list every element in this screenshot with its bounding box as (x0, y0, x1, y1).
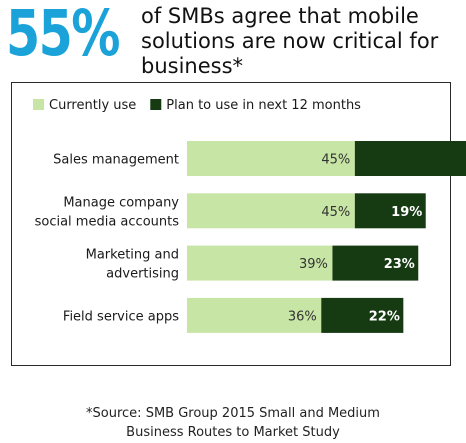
category-label: advertising (106, 267, 179, 282)
bar (354, 141, 466, 176)
category-label: Marketing and (86, 248, 179, 263)
source-note: *Source: SMB Group 2015 Small and Medium… (0, 404, 466, 442)
chart-frame (11, 82, 451, 366)
headline-line: solutions are now critical for (141, 29, 439, 53)
data-label: 45% (321, 205, 350, 220)
headline-statement: of SMBs agree that mobile solutions are … (141, 4, 461, 79)
source-line: Business Routes to Market Study (126, 425, 340, 440)
headline-line: of SMBs agree that mobile (141, 4, 419, 28)
legend-swatch (150, 99, 162, 110)
data-label: 39% (299, 257, 328, 272)
legend-swatch (33, 99, 44, 110)
data-label: 23% (384, 257, 415, 272)
legend-label: Currently use (49, 98, 136, 113)
legend-label: Plan to use in next 12 months (166, 98, 361, 113)
data-label: 36% (288, 309, 317, 324)
bar (187, 245, 333, 281)
data-label: 22% (369, 309, 400, 324)
bar (187, 297, 322, 333)
bar (332, 245, 419, 281)
category-label: social media accounts (35, 214, 180, 229)
category-label: Sales management (53, 153, 179, 168)
bar (354, 193, 426, 229)
category-label: Manage company (63, 195, 179, 210)
category-label: Field service apps (63, 309, 179, 324)
headline-line: business* (141, 54, 244, 78)
data-label: 19% (391, 205, 422, 220)
bar (321, 297, 404, 333)
headline-percentage: 55% (6, 0, 120, 70)
source-line: *Source: SMB Group 2015 Small and Medium (86, 406, 380, 421)
bar (187, 193, 355, 229)
data-label: 45% (321, 153, 350, 168)
bar (187, 141, 355, 176)
